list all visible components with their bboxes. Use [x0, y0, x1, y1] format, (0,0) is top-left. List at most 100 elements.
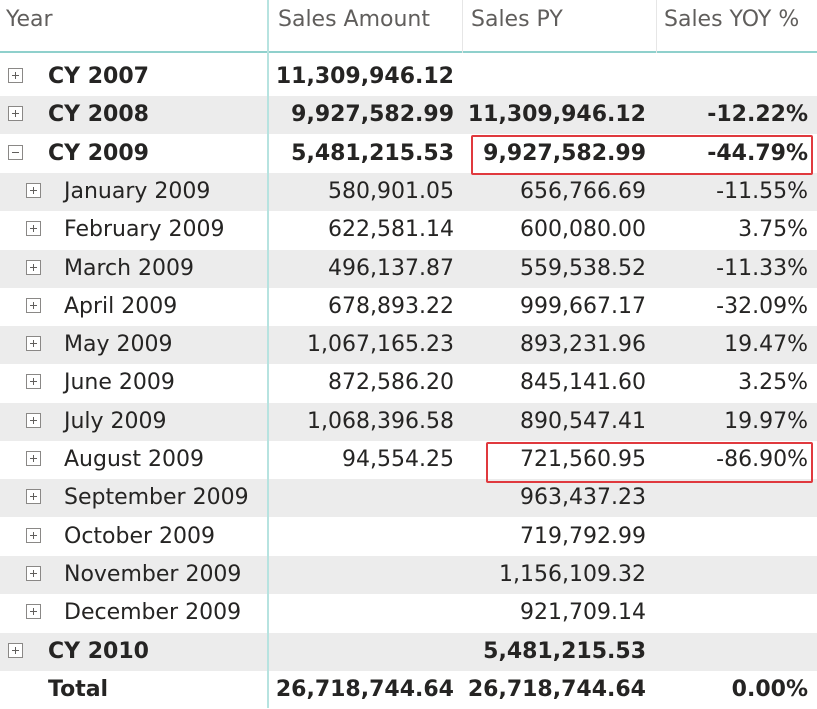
sales-py-cell: 721,560.95: [520, 447, 646, 472]
row-label: May 2009: [64, 332, 173, 358]
sales-yoy-cell: 19.47%: [724, 332, 808, 358]
expand-plus-icon[interactable]: [26, 182, 41, 198]
sales-amount-cell: 1,068,396.58: [307, 408, 454, 434]
expand-plus-icon[interactable]: [26, 336, 41, 352]
row-label: June 2009: [64, 370, 175, 396]
expand-plus-icon[interactable]: [26, 489, 41, 505]
expand-plus-icon[interactable]: [26, 259, 41, 275]
highlight-box-august-2009: [486, 442, 813, 483]
sales-py-cell: 921,709.14: [520, 600, 646, 626]
sales-py-cell: 11,309,946.12: [467, 102, 646, 128]
table-row: April 2009 678,893.22 999,667.17 -32.09%: [0, 288, 817, 326]
expand-plus-icon[interactable]: [26, 412, 41, 428]
expand-plus-icon[interactable]: [26, 451, 41, 466]
column-header-sales-yoy[interactable]: Sales YOY %: [664, 7, 800, 32]
sales-py-cell: 999,667.17: [520, 293, 646, 319]
row-label: CY 2007: [48, 64, 149, 89]
row-label: CY 2009: [48, 140, 149, 166]
expand-plus-icon[interactable]: [26, 527, 41, 543]
sales-amount-cell: 872,586.20: [328, 370, 454, 396]
sales-yoy-cell: 3.75%: [738, 217, 808, 243]
table-row: January 2009 580,901.05 656,766.69 -11.55%: [0, 172, 817, 211]
sales-amount-cell: 496,137.87: [328, 255, 454, 281]
sales-py-cell: 9,927,582.99: [483, 140, 646, 166]
sales-py-cell: 719,792.99: [520, 523, 646, 549]
expand-plus-icon[interactable]: [26, 221, 41, 237]
row-label: January 2009: [64, 178, 211, 204]
row-label: August 2009: [64, 447, 204, 472]
sales-py-cell: 600,080.00: [520, 217, 646, 243]
table-row: October 2009 719,792.99: [0, 518, 817, 556]
sales-yoy-cell: [656, 594, 808, 632]
sales-amount-cell: 5,481,215.53: [291, 140, 454, 166]
sales-amount-cell: 9,927,582.99: [291, 102, 454, 128]
sales-yoy-cell: -86.90%: [716, 447, 808, 472]
table-row: December 2009 921,709.14: [0, 594, 817, 632]
column-header-sales-amount[interactable]: Sales Amount: [278, 7, 431, 32]
expand-plus-icon[interactable]: [8, 642, 23, 658]
sales-amount-cell: 580,901.05: [328, 178, 454, 204]
total-sales-amount: 26,718,744.64: [275, 676, 454, 702]
row-label: CY 2010: [48, 638, 149, 664]
row-label: November 2009: [64, 561, 242, 587]
table-row: CY 2007 11,309,946.12: [0, 58, 817, 96]
total-sales-yoy: 0.00%: [731, 676, 808, 702]
sales-py-cell: 559,538.52: [520, 255, 646, 281]
row-label: October 2009: [64, 523, 216, 549]
sales-amount-cell: [270, 479, 454, 517]
sales-amount-cell: [270, 556, 454, 594]
expand-plus-icon[interactable]: [26, 297, 41, 313]
table-row: August 2009 94,554.25 721,560.95 -86.90%: [0, 441, 817, 479]
table-row: September 2009 963,437.23: [0, 479, 817, 518]
row-label: March 2009: [64, 255, 195, 281]
total-row: Total 26,718,744.64 26,718,744.64 0.00%: [0, 671, 817, 709]
row-label: April 2009: [64, 293, 178, 319]
sales-yoy-cell: -11.33%: [716, 255, 808, 281]
sales-yoy-cell: [656, 518, 808, 556]
sales-amount-cell: 11,309,946.12: [275, 64, 454, 89]
table-row: June 2009 872,586.20 845,141.60 3.25%: [0, 364, 817, 402]
sales-yoy-cell: 3.25%: [738, 370, 808, 396]
sales-yoy-cell: 19.97%: [724, 408, 808, 434]
table-row: November 2009 1,156,109.32: [0, 555, 817, 594]
sales-amount-cell: 1,067,165.23: [307, 332, 454, 358]
collapse-minus-icon[interactable]: [8, 144, 23, 160]
column-header-year[interactable]: Year: [6, 7, 53, 32]
sales-yoy-cell: -32.09%: [716, 293, 808, 319]
expand-plus-icon[interactable]: [8, 106, 23, 122]
table-row: July 2009 1,068,396.58 890,547.41 19.97%: [0, 402, 817, 441]
sales-py-cell: 893,231.96: [520, 332, 646, 358]
total-label: Total: [48, 676, 109, 702]
sales-amount-cell: [270, 518, 454, 556]
sales-py-cell: 656,766.69: [520, 178, 646, 204]
sales-yoy-cell: -44.79%: [707, 140, 808, 166]
sales-yoy-cell: [656, 556, 808, 594]
sales-yoy-cell: -12.22%: [707, 102, 808, 128]
row-label: December 2009: [64, 600, 242, 626]
table-row: CY 2008 9,927,582.99 11,309,946.12 -12.22%: [0, 96, 817, 135]
total-sales-py: 26,718,744.64: [467, 676, 646, 702]
sales-py-cell: 963,437.23: [520, 485, 646, 511]
row-label: CY 2008: [48, 102, 149, 128]
table-row: CY 2009 5,481,215.53 9,927,582.99 -44.79%: [0, 135, 817, 173]
sales-amount-cell: [270, 594, 454, 632]
sales-amount-cell: 94,554.25: [342, 447, 454, 472]
sales-yoy-cell: [656, 633, 808, 671]
header-divider: [656, 0, 657, 53]
expand-plus-icon[interactable]: [26, 565, 41, 581]
sales-py-cell: 845,141.60: [520, 370, 646, 396]
matrix-header: Year Sales Amount Sales PY Sales YOY %: [0, 0, 817, 53]
sales-py-cell: 1,156,109.32: [499, 561, 646, 587]
sales-yoy-cell: [656, 479, 808, 517]
sales-yoy-cell: [656, 58, 808, 96]
expand-plus-icon[interactable]: [26, 374, 41, 390]
sales-amount-cell: [270, 633, 454, 671]
expand-plus-icon[interactable]: [8, 68, 23, 83]
row-label: July 2009: [64, 408, 167, 434]
sales-amount-cell: 678,893.22: [328, 293, 454, 319]
highlight-box-cy2009: [471, 135, 813, 175]
column-header-sales-py[interactable]: Sales PY: [471, 7, 563, 32]
expand-plus-icon[interactable]: [26, 604, 41, 620]
row-header-divider: [267, 0, 269, 708]
